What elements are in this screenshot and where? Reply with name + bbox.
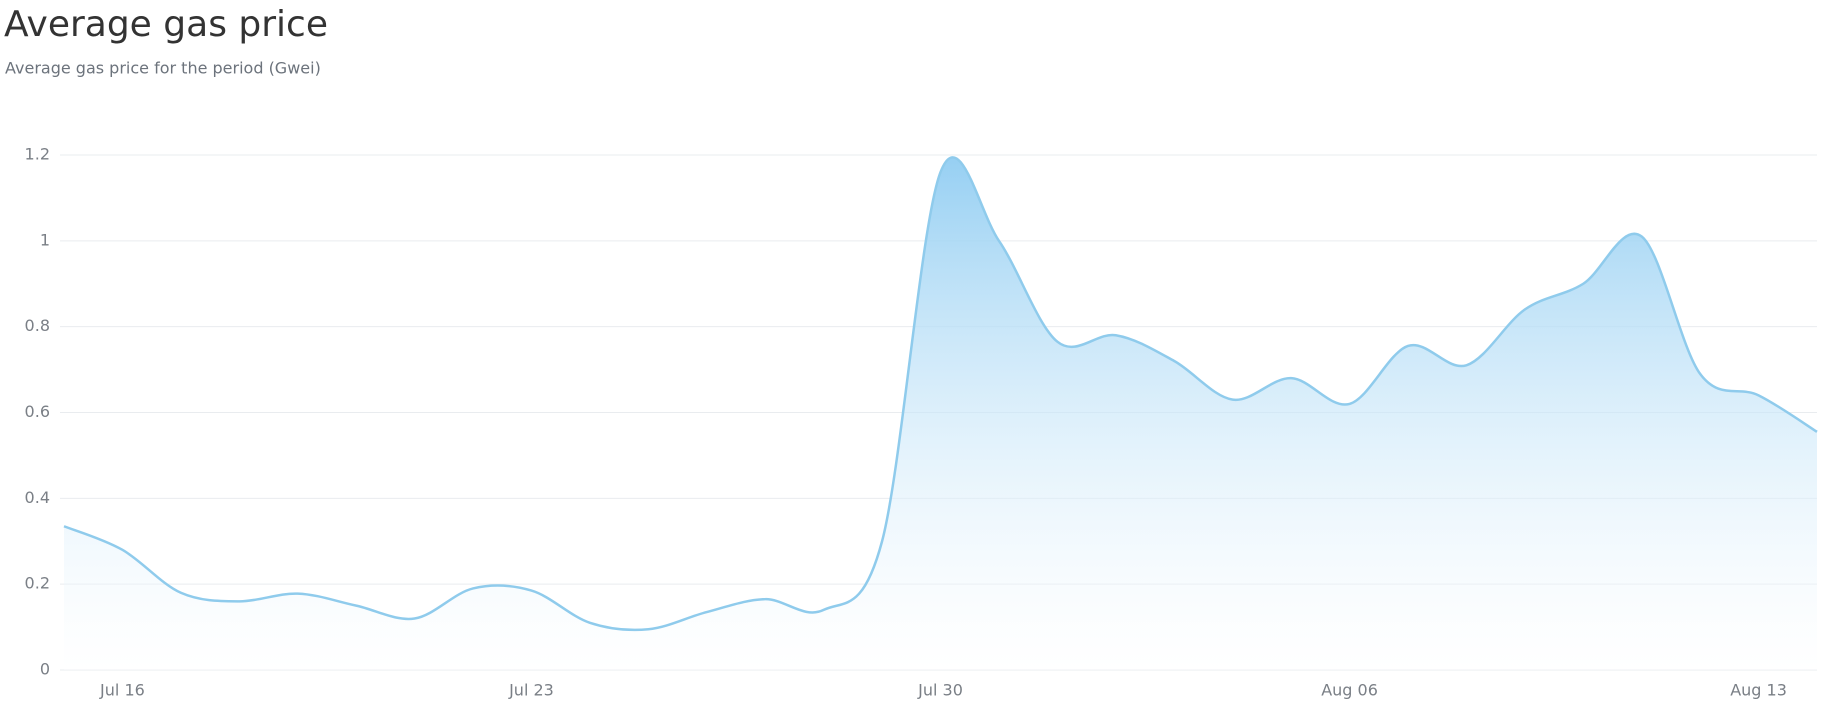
chart-subtitle: Average gas price for the period (Gwei)	[5, 59, 321, 78]
y-tick-label: 0	[40, 660, 50, 679]
y-tick-label: 1	[40, 230, 50, 249]
y-tick-label: 0.8	[25, 316, 50, 335]
x-tick-label: Jul 23	[508, 681, 554, 700]
x-tick-label: Aug 06	[1321, 681, 1378, 700]
area-fill	[64, 157, 1817, 671]
chart-title: Average gas price	[4, 4, 328, 45]
y-tick-label: 1.2	[25, 145, 50, 164]
y-tick-label: 0.6	[25, 402, 50, 421]
x-tick-label: Jul 16	[99, 681, 145, 700]
line	[63, 156, 1818, 632]
x-tick-label: Aug 13	[1730, 681, 1787, 700]
y-tick-label: 0.4	[25, 488, 50, 507]
x-tick-label: Jul 30	[917, 681, 963, 700]
y-tick-label: 0.2	[25, 574, 50, 593]
